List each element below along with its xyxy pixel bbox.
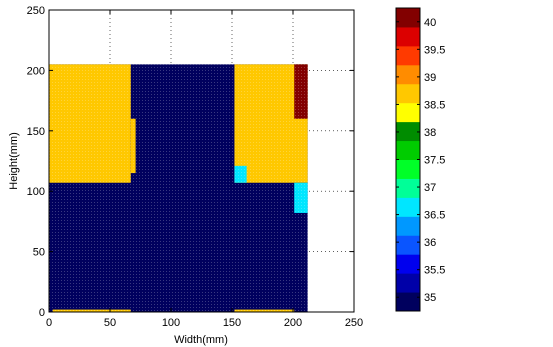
colorbar-segment	[396, 197, 420, 217]
y-tick-label: 200	[27, 65, 45, 77]
x-tick-label: 50	[104, 317, 116, 329]
x-tick-label: 0	[46, 317, 52, 329]
colorbar-label: 37.5	[424, 155, 445, 167]
y-axis-label: Height(mm)	[8, 132, 20, 189]
colorbar-label: 39.5	[424, 44, 445, 56]
colorbar-segment	[396, 235, 420, 255]
mesh-texture	[49, 64, 308, 312]
x-tick-label: 200	[284, 317, 302, 329]
x-tick-label: 150	[223, 317, 241, 329]
colorbar-segment	[396, 83, 420, 104]
colorbar-segment	[396, 254, 420, 274]
x-axis-label: Width(mm)	[174, 334, 228, 346]
y-tick-label: 150	[27, 126, 45, 138]
colorbar-segment	[396, 64, 420, 85]
colorbar-label: 37	[424, 182, 436, 194]
colorbar-segment	[396, 121, 420, 142]
colorbar-segment	[396, 26, 420, 47]
y-axis-ticks: 0 50 100 150 200 250	[27, 5, 354, 319]
colorbar-label: 36	[424, 237, 436, 249]
colorbar-label: 40	[424, 17, 436, 29]
y-tick-label: 250	[27, 5, 45, 17]
x-tick-label: 100	[162, 317, 180, 329]
colorbar-label: 35	[424, 292, 436, 304]
plot-frame	[48, 9, 355, 313]
colorbar-segment	[396, 159, 420, 179]
x-tick-label: 250	[345, 317, 363, 329]
colorbar-segment	[396, 8, 420, 28]
y-tick-label: 100	[27, 186, 45, 198]
colorbar-label: 35.5	[424, 265, 445, 277]
colorbar-segment	[396, 273, 420, 293]
colorbar-label: 39	[424, 72, 436, 84]
colorbar-segment	[396, 102, 420, 123]
colorbar-label: 36.5	[424, 210, 445, 222]
y-tick-label: 0	[39, 307, 45, 319]
colorbar-segment	[396, 178, 420, 198]
colorbar-label: 38	[424, 127, 436, 139]
colorbar-segment	[396, 45, 420, 66]
x-axis-ticks: 0 50 100 150 200 250	[46, 10, 363, 329]
colorbar-segment	[396, 140, 420, 160]
colorbar-segment	[396, 292, 420, 312]
heatmap-cells	[49, 64, 308, 312]
y-tick-label: 50	[33, 247, 45, 259]
colorbar: 35 35.5 36 36.5 37 37.5 38 38.5 39 39.5 40	[395, 7, 445, 312]
colorbar-label: 38.5	[424, 99, 445, 111]
colorbar-segment	[396, 216, 420, 236]
